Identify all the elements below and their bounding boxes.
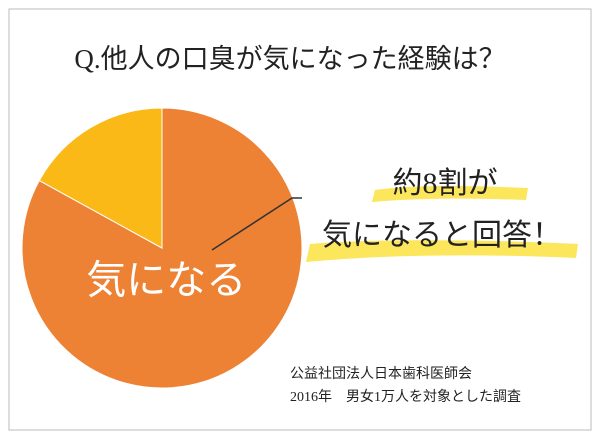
highlight [306, 240, 578, 262]
pie-slice [38, 107, 163, 249]
leader-line [211, 197, 302, 251]
source: 2016年 男女1万人を対象とした調査 [290, 388, 521, 405]
source: 公益社団法人日本歯科医師会 [290, 366, 472, 382]
slice-label: 気になる [86, 257, 246, 302]
annotation: 約8割が [393, 167, 498, 200]
chart-title: Q.他人の口臭が気になった経験は？ [74, 44, 505, 74]
highlight [372, 186, 528, 202]
pie: 気になる [21, 107, 303, 389]
annotation: 気になると回答！ [322, 219, 562, 252]
